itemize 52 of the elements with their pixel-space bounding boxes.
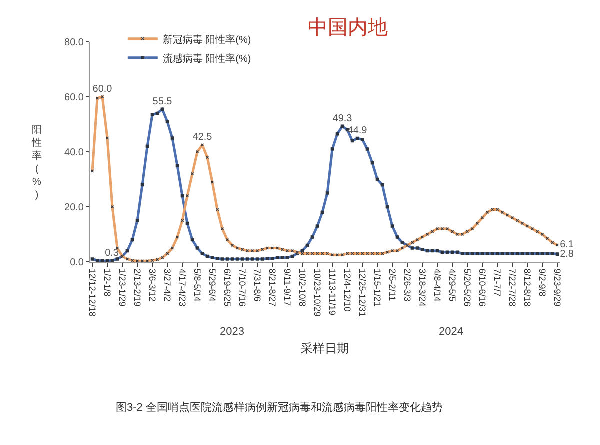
x-tick-label: 12/12-12/18 [88, 268, 98, 317]
chart-title: 中国内地 [308, 17, 388, 40]
caption: 图3-2 全国哨点医院流感样病例新冠病毒和流感病毒阳性率变化趋势 [116, 401, 443, 414]
x-tick-label: 12/25-12/31 [358, 268, 368, 317]
x-tick-label: 5/29-6/4 [208, 268, 218, 302]
x-tick-label: 7/22-7/28 [508, 268, 518, 307]
x-tick-label: 2/5-2/11 [388, 268, 398, 302]
x-tick-label: 6/19-6/25 [222, 268, 233, 307]
y-axis-title: 阳性率(%) [31, 125, 42, 201]
legend-label: 新冠病毒 阳性率(%) [162, 34, 252, 46]
y-tick-label: 80.0 [64, 38, 84, 48]
x-tick-label: 4/17-4/23 [178, 268, 188, 307]
y-tick-label: 20.0 [64, 202, 84, 214]
x-tick-label: 2/13-2/19 [132, 268, 143, 307]
text: 2024 [439, 326, 464, 338]
data-label: 60.0 [92, 84, 113, 95]
x-tick-label: 4/8-4/14 [432, 268, 443, 302]
x-tick-label: 3/18-3/24 [418, 268, 428, 307]
x-tick-label: 12/4-12/10 [342, 268, 353, 312]
data-label: 42.5 [192, 132, 213, 144]
x-tick-label: 7/31-8/6 [252, 268, 263, 302]
x-tick-label: 7/10-7/16 [238, 268, 248, 307]
x-tick-label: 3/6-3/12 [148, 268, 158, 302]
x-tick-label: 9/23-9/29 [552, 268, 563, 307]
y-tick-label: 0.0 [70, 258, 84, 268]
x-tick-label: 10/23-10/29 [312, 268, 323, 317]
x-tick-label: 5/8-5/14 [192, 268, 203, 302]
data-label: 2.8 [560, 248, 574, 260]
x-tick-label: 1/23-1/29 [118, 268, 128, 307]
legend-label: 流感病毒 阳性率(%) [162, 52, 252, 65]
x-tick-label: 1/15-1/21 [372, 268, 383, 307]
x-tick-label: 9/11-9/17 [282, 268, 293, 306]
x-tick-label: 4/29-5/5 [448, 268, 458, 302]
x-tick-label: 3/27-4/2 [162, 268, 173, 302]
data-label: 0.3 [105, 248, 120, 260]
x-tick-label: 10/2-10/8 [298, 268, 308, 307]
y-tick-label: 60.0 [64, 92, 84, 104]
y-tick-label: 40.0 [64, 148, 84, 158]
x-tick-label: 1/2-1/8 [102, 268, 113, 297]
x-tick-label: 7/1-7/7 [492, 268, 503, 297]
x-tick-label: 8/21-8/27 [268, 268, 278, 307]
x-tick-label: 9/2-9/8 [538, 268, 548, 297]
x-tick-label: 6/10-6/16 [478, 268, 488, 307]
x-axis-title: 采样日期 [301, 342, 349, 356]
text: 2023 [220, 326, 244, 338]
data-label: 49.3 [332, 113, 353, 124]
x-tick-label: 5/20-5/26 [462, 268, 473, 307]
data-label: 6.1 [560, 240, 574, 251]
x-tick-label: 8/12-8/18 [522, 268, 533, 307]
x-tick-label: 11/13-11/19 [328, 268, 338, 316]
data-label: 55.5 [152, 96, 173, 108]
x-tick-label: 2/26-3/3 [402, 268, 413, 302]
